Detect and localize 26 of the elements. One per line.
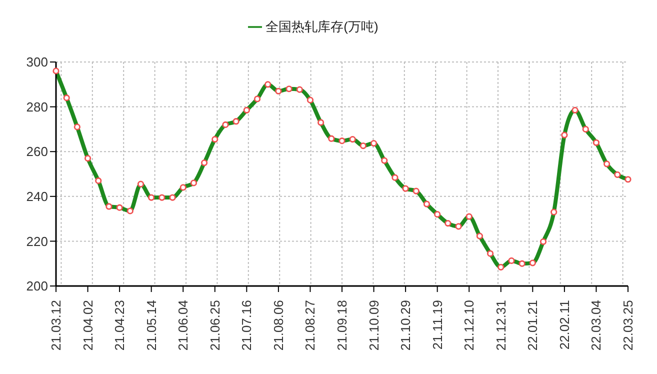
x-tick-label: 21.10.09 — [366, 300, 382, 351]
x-tick-label: 21.04.23 — [112, 300, 128, 351]
x-tick-label: 21.08.06 — [270, 300, 286, 351]
y-tick-label: 260 — [26, 144, 48, 160]
y-tick-label: 200 — [26, 278, 48, 294]
y-tick-label: 240 — [26, 189, 48, 204]
x-tick-label: 21.05.14 — [144, 300, 159, 351]
legend-label: 全国热轧库存(万吨) — [266, 19, 378, 34]
x-tick-label: 21.04.02 — [80, 300, 96, 351]
x-tick-label: 21.12.31 — [493, 300, 508, 351]
x-tick-label: 21.10.29 — [398, 300, 414, 351]
y-tick-label: 280 — [26, 99, 48, 114]
x-tick-label: 21.03.12 — [48, 300, 64, 351]
x-tick-label: 21.12.10 — [462, 300, 477, 351]
y-tick-label: 220 — [26, 234, 48, 249]
x-tick-label: 22.02.11 — [556, 300, 572, 350]
x-tick-label: 22.03.04 — [588, 300, 604, 351]
x-tick-label: 21.08.27 — [302, 300, 318, 351]
x-tick-label: 21.09.18 — [334, 300, 350, 351]
y-tick-label: 300 — [26, 54, 48, 70]
x-tick-label: 22.03.25 — [620, 300, 636, 351]
x-tick-label: 21.07.16 — [239, 300, 254, 351]
x-tick-label: 21.11.19 — [430, 300, 445, 350]
x-tick-label: 21.06.04 — [176, 300, 191, 351]
x-tick-label: 21.06.25 — [207, 300, 222, 351]
x-tick-label: 22.01.21 — [525, 300, 540, 351]
